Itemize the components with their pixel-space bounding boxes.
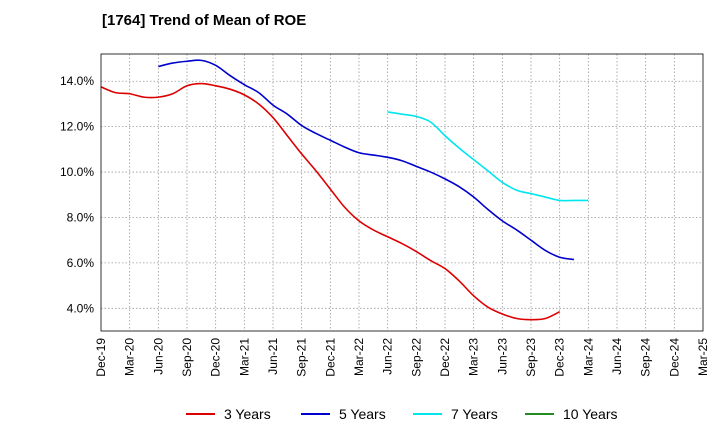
y-tick-label: 10.0% <box>60 165 94 179</box>
series-line-7-years <box>387 111 589 202</box>
x-tick-label: Sep-24 <box>639 338 653 377</box>
y-tick-label: 12.0% <box>60 120 94 134</box>
series-line-5-years <box>158 59 575 261</box>
y-tick-label: 6.0% <box>67 256 95 270</box>
x-tick-label: Dec-21 <box>323 338 337 377</box>
x-tick-label: Sep-20 <box>180 338 194 377</box>
x-tick-label: Sep-23 <box>524 338 538 377</box>
x-tick-label: Dec-22 <box>438 338 452 377</box>
x-tick-label: Mar-25 <box>696 338 710 376</box>
x-tick-label: Dec-19 <box>94 338 108 377</box>
plot-frame <box>100 53 704 332</box>
y-tick-label: 14.0% <box>60 74 94 88</box>
x-tick-label: Jun-24 <box>610 338 624 375</box>
plot-area <box>101 54 703 331</box>
x-tick-label: Sep-21 <box>295 338 309 377</box>
x-tick-label: Jun-22 <box>381 338 395 375</box>
series-line-3-years <box>100 82 561 321</box>
legend-label: 10 Years <box>563 406 618 422</box>
x-tick-label: Jun-23 <box>495 338 509 375</box>
legend-label: 5 Years <box>339 406 386 422</box>
legend-label: 3 Years <box>224 406 271 422</box>
x-tick-label: Dec-24 <box>667 338 681 377</box>
x-tick-label: Jun-21 <box>266 338 280 375</box>
x-tick-label: Mar-23 <box>467 338 481 376</box>
chart-title: [1764] Trend of Mean of ROE <box>102 12 307 29</box>
series-lines <box>100 59 589 321</box>
plot-background <box>101 54 703 331</box>
legend: 3 Years 5 Years 7 Years 10 Years <box>186 406 618 422</box>
y-tick-label: 8.0% <box>67 210 95 224</box>
x-tick-label: Mar-22 <box>352 338 366 376</box>
x-tick-label: Dec-20 <box>209 338 223 377</box>
x-tick-label: Jun-20 <box>151 338 165 375</box>
y-tick-label: 4.0% <box>67 301 95 315</box>
x-tick-label: Sep-22 <box>409 338 423 377</box>
legend-label: 7 Years <box>451 406 498 422</box>
x-tick-label: Mar-20 <box>123 338 137 376</box>
axes: Dec-19 Mar-20 Jun-20 Sep-20 Dec-20 Mar-21 Jun-… <box>60 53 710 377</box>
x-tick-label: Mar-24 <box>581 338 595 376</box>
x-tick-label: Dec-23 <box>553 338 567 377</box>
x-tick-label: Mar-21 <box>237 338 251 376</box>
gridlines <box>101 54 703 331</box>
